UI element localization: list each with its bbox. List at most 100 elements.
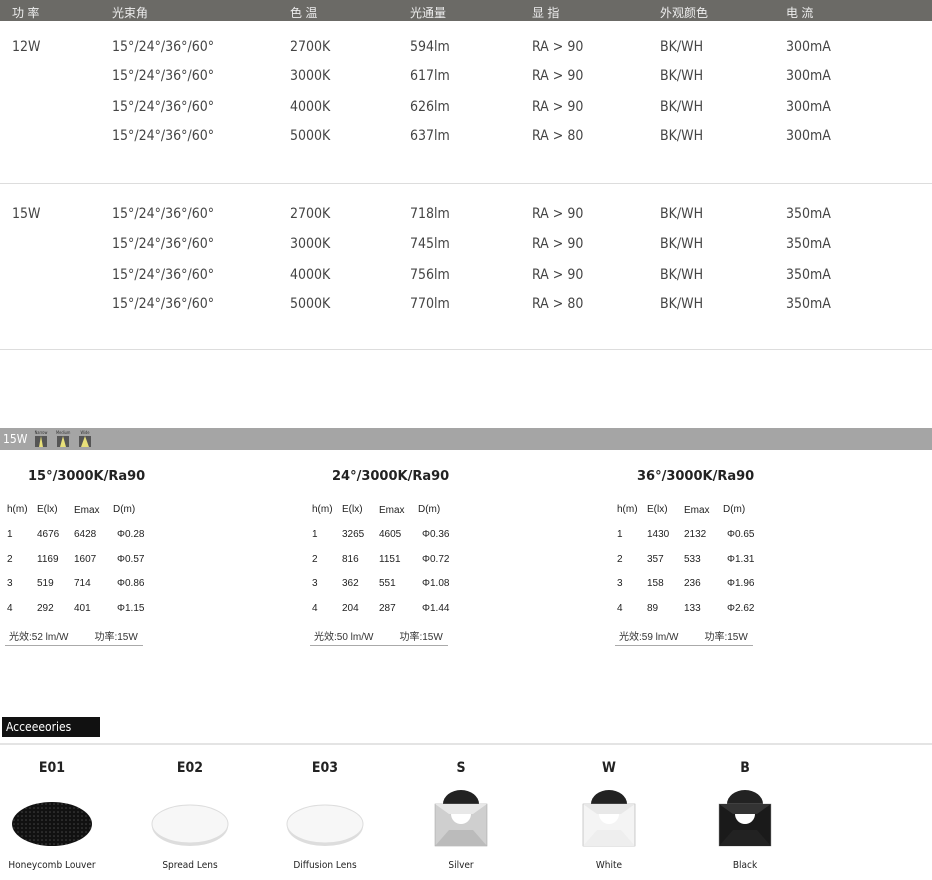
panel-cell: 1 — [312, 529, 318, 540]
column-header: 外观颜色 — [660, 6, 709, 20]
panel-cell: Φ1.44 — [422, 603, 450, 614]
panel-cell: 236 — [684, 578, 701, 589]
spec-cell: 745lm — [410, 236, 450, 252]
panel-cell: 1 — [7, 529, 13, 540]
louver-image — [12, 790, 92, 848]
panel-cell: 1430 — [647, 529, 670, 540]
panel-title: 36°/3000K/Ra90 — [637, 469, 755, 484]
panel-column-header: E(lx) — [37, 504, 58, 515]
panel-cell: Φ2.62 — [727, 603, 755, 614]
photometric-panel: 24°/3000K/Ra90 h(m) E(lx) Emax D(m) 1 3265 4605… — [310, 460, 610, 650]
spec-cell: 718lm — [410, 206, 450, 222]
accessories-title: Acceeeories — [2, 717, 100, 737]
spec-cell: 770lm — [410, 296, 450, 312]
spec-cell: 15°/24°/36°/60° — [112, 206, 215, 222]
efficacy: 光效:52 lm/W — [9, 632, 69, 643]
spec-cell: 15°/24°/36°/60° — [112, 296, 215, 312]
photometric-panel: 36°/3000K/Ra90 h(m) E(lx) Emax D(m) 1 1430 2132… — [615, 460, 915, 650]
spec-cell: 3000K — [290, 68, 331, 84]
panel-cell: 3 — [7, 578, 13, 589]
panel-cell: 292 — [37, 603, 54, 614]
panel-title: 15°/3000K/Ra90 — [28, 469, 146, 484]
spec-cell: BK/WH — [660, 267, 704, 283]
spec-cell: RA > 80 — [532, 128, 584, 144]
panel-power: 功率:15W — [94, 632, 138, 643]
accessory-w: W White — [544, 760, 674, 871]
column-header: 光通量 — [410, 6, 447, 20]
spec-cell: 2700K — [290, 39, 331, 55]
accessory-code: E01 — [38, 760, 66, 776]
panel-cell: 3 — [617, 578, 623, 589]
spec-cell: 2700K — [290, 206, 331, 222]
panel-cell: 2 — [7, 554, 13, 565]
accessory-code: B — [740, 760, 750, 776]
column-header: 色 温 — [290, 6, 318, 20]
panel-cell: 158 — [647, 578, 664, 589]
accessory-name: Diffusion Lens — [293, 860, 357, 871]
accessory-name: Black — [732, 860, 758, 871]
beam-wide-icon: Wide — [78, 430, 92, 447]
panel-column-header: h(m) — [617, 504, 638, 515]
accessory-e01: E01 Honeycomb Louver — [0, 760, 117, 871]
panel-cell: 4 — [7, 603, 13, 614]
panel-cell: 551 — [379, 578, 396, 589]
panel-cell: 519 — [37, 578, 54, 589]
beam-label: Wide — [80, 430, 90, 435]
power-value: 15W — [12, 206, 41, 222]
panel-cell: 816 — [342, 554, 359, 565]
spec-cell: BK/WH — [660, 99, 704, 115]
beam-narrow-icon: Narrow — [34, 430, 48, 447]
spec-cell: 4000K — [290, 99, 331, 115]
panel-cell: 401 — [74, 603, 91, 614]
accessory-name: Silver — [448, 860, 474, 871]
spec-cell: 5000K — [290, 128, 331, 144]
column-header: 电 流 — [786, 6, 814, 20]
panel-cell: 1 — [617, 529, 623, 540]
power-value: 12W — [12, 39, 41, 55]
accessory-name: White — [595, 860, 623, 871]
spec-cell: BK/WH — [660, 296, 704, 312]
panel-cell: 4 — [617, 603, 623, 614]
panel-power: 功率:15W — [704, 632, 748, 643]
efficacy: 光效:50 lm/W — [314, 632, 374, 643]
panel-cell: Φ1.08 — [422, 578, 450, 589]
panel-cell: Φ1.96 — [727, 578, 755, 589]
spec-cell: 756lm — [410, 267, 450, 283]
beam-label: Narrow — [34, 430, 48, 435]
spec-cell: BK/WH — [660, 206, 704, 222]
panel-cell: 204 — [342, 603, 359, 614]
spec-cell: 3000K — [290, 236, 331, 252]
spec-cell: BK/WH — [660, 128, 704, 144]
panel-cell: 4605 — [379, 529, 402, 540]
spec-cell: RA > 90 — [532, 267, 584, 283]
divider — [0, 743, 932, 745]
lens-image — [285, 790, 365, 848]
panel-cell: Φ0.72 — [422, 554, 450, 565]
reflector-image — [569, 790, 649, 848]
accessory-name: Spread Lens — [162, 860, 218, 871]
panel-cell: 4676 — [37, 529, 60, 540]
spec-cell: 15°/24°/36°/60° — [112, 236, 215, 252]
accessory-code: W — [602, 760, 616, 776]
spec-cell: 626lm — [410, 99, 450, 115]
spec-cell: 637lm — [410, 128, 450, 144]
panel-cell: 1607 — [74, 554, 97, 565]
accessory-code: S — [456, 760, 466, 776]
spec-cell: 15°/24°/36°/60° — [112, 99, 215, 115]
spec-cell: BK/WH — [660, 39, 704, 55]
panel-cell: 714 — [74, 578, 91, 589]
panel-cell: Φ0.65 — [727, 529, 755, 540]
panel-cell: 1151 — [379, 554, 401, 565]
panel-cell: 3 — [312, 578, 318, 589]
spec-cell: 350mA — [786, 236, 831, 252]
panel-footer: 光效:52 lm/W 功率:15W — [5, 628, 143, 646]
panel-cell: 1169 — [37, 554, 59, 565]
accessory-code: E02 — [176, 760, 204, 776]
spec-table-header: 功 率 光束角 色 温 光通量 显 指 外观颜色 电 流 — [0, 0, 932, 21]
spec-cell: 350mA — [786, 267, 831, 283]
spec-cell: 15°/24°/36°/60° — [112, 128, 215, 144]
spec-cell: RA > 80 — [532, 296, 584, 312]
spec-cell: 15°/24°/36°/60° — [112, 267, 215, 283]
accessory-e03: E03 Diffusion Lens — [260, 760, 390, 871]
photometric-band: 15W Narrow Medium Wide — [0, 428, 932, 450]
